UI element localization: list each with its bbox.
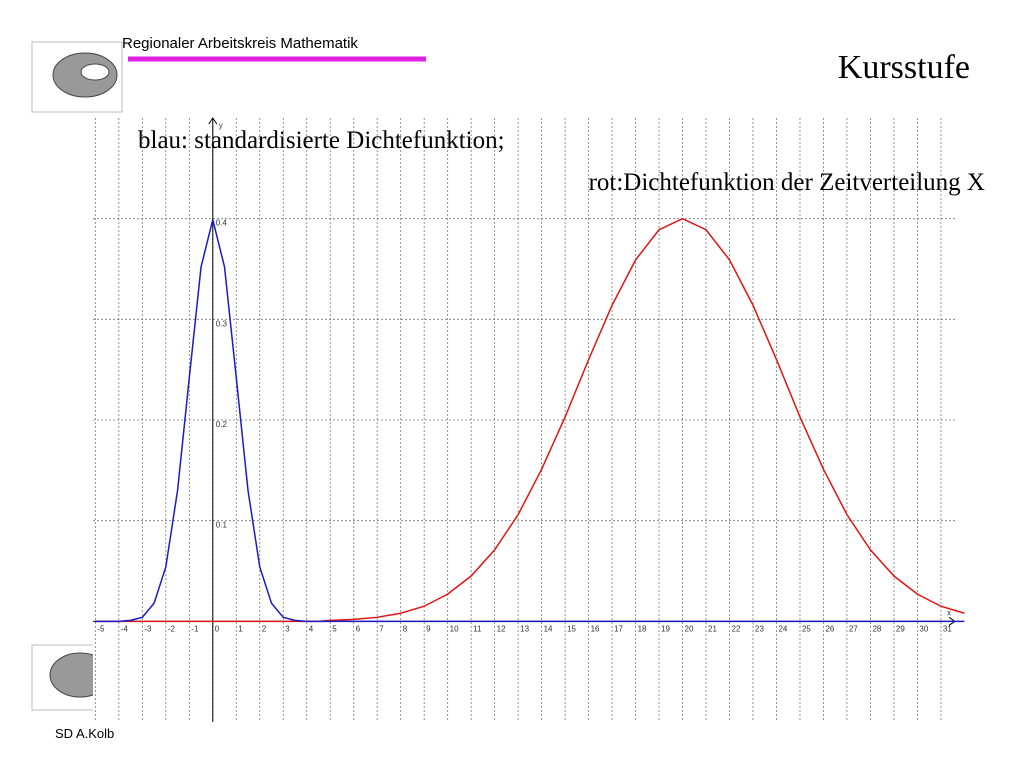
series-line	[95, 217, 965, 623]
x-tick-label: 12	[497, 624, 506, 633]
footer: SD A.Kolb	[55, 726, 114, 741]
x-tick-label: 1	[238, 624, 243, 633]
x-tick-label: -5	[97, 624, 105, 633]
x-tick-label: 31	[943, 624, 952, 633]
y-tick-label: 0.3	[216, 319, 228, 328]
x-tick-label: 28	[872, 624, 881, 633]
y-tick-label: 0.1	[216, 521, 228, 530]
y-arrow	[208, 117, 218, 125]
annotation: rot:Dichtefunktion der Zeitverteilung X	[589, 169, 985, 196]
x-tick-label: 8	[403, 624, 408, 633]
x-tick-label: 7	[379, 624, 384, 633]
x-tick-label: 6	[356, 624, 361, 633]
x-tick-label: 9	[426, 624, 431, 633]
x-tick-label: 0	[215, 624, 220, 633]
x-tick-label: 22	[732, 624, 741, 633]
logo-top	[31, 41, 123, 113]
series-line	[95, 219, 965, 623]
x-tick-label: 24	[778, 624, 787, 633]
x-axis-label: x	[947, 608, 951, 617]
y-tick-label: 0.2	[216, 420, 228, 429]
x-tick-label: 29	[896, 624, 905, 633]
org-name: Regionaler Arbeitskreis Mathematik	[122, 35, 358, 52]
logo-frame	[31, 41, 123, 113]
x-tick-label: 2	[262, 624, 267, 633]
y-tick-label: 0.4	[216, 219, 228, 228]
x-tick-label: 15	[567, 624, 576, 633]
x-tick-label: 17	[614, 624, 623, 633]
x-tick-label: 4	[309, 624, 314, 633]
x-tick-label: -4	[121, 624, 129, 633]
x-tick-label: -2	[168, 624, 176, 633]
x-tick-label: 23	[755, 624, 764, 633]
x-tick-label: -1	[191, 624, 199, 633]
x-tick-label: 14	[544, 624, 553, 633]
x-tick-label: 25	[802, 624, 811, 633]
x-tick-label: 26	[825, 624, 834, 633]
annotation: blau: standardisierte Dichtefunktion;	[138, 127, 505, 154]
course-title: Kursstufe	[838, 49, 970, 86]
x-tick-label: 20	[685, 624, 694, 633]
x-tick-label: 21	[708, 624, 717, 633]
x-tick-label: 5	[332, 624, 337, 633]
x-tick-label: 10	[450, 624, 459, 633]
x-tick-label: 18	[638, 624, 647, 633]
x-tick-label: 30	[919, 624, 928, 633]
plot: -5 -4 -3 -2 -1 0 1 2 3 4 5 6 7 8 9 10 11 12 13 14 15 16 17 18 19…	[93, 117, 965, 722]
x-tick-label: 13	[520, 624, 529, 633]
x-tick-label: 27	[849, 624, 858, 633]
x-tick-label: -3	[144, 624, 152, 633]
x-tick-label: 3	[285, 624, 290, 633]
logo-hole	[80, 63, 110, 81]
y-axis-label: y	[219, 121, 223, 130]
x-tick-label: 11	[473, 624, 482, 633]
x-tick-label: 16	[591, 624, 600, 633]
x-tick-label: 19	[661, 624, 670, 633]
